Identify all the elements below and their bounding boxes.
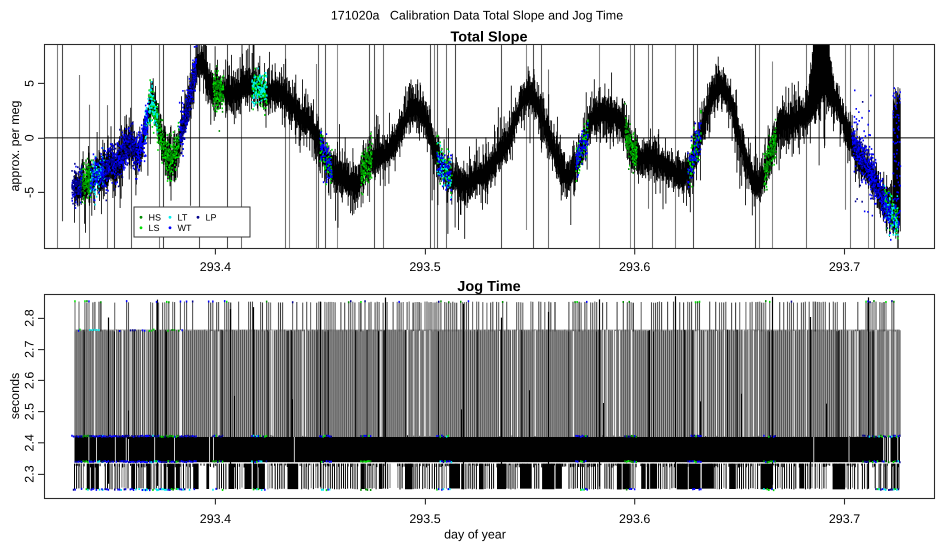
svg-text:293.6: 293.6 xyxy=(619,260,650,274)
svg-text:day of year: day of year xyxy=(444,527,506,541)
svg-text:293.5: 293.5 xyxy=(409,512,440,526)
svg-text:2.3: 2.3 xyxy=(23,465,37,482)
svg-text:LS: LS xyxy=(149,223,160,233)
svg-text:HS: HS xyxy=(149,213,162,223)
svg-text:-5: -5 xyxy=(23,187,37,198)
svg-text:293.4: 293.4 xyxy=(200,512,231,526)
svg-text:LT: LT xyxy=(178,213,188,223)
svg-text:2.4: 2.4 xyxy=(23,434,37,451)
svg-text:293.4: 293.4 xyxy=(200,260,231,274)
svg-text:approx. per meg: approx. per meg xyxy=(8,100,22,191)
svg-text:2.6: 2.6 xyxy=(23,372,37,389)
svg-text:293.6: 293.6 xyxy=(619,512,650,526)
svg-text:seconds: seconds xyxy=(8,373,22,420)
svg-text:LP: LP xyxy=(206,213,217,223)
svg-text:WT: WT xyxy=(178,223,192,233)
svg-text:293.7: 293.7 xyxy=(829,260,860,274)
svg-text:Total Slope: Total Slope xyxy=(450,30,527,46)
svg-text:2.8: 2.8 xyxy=(23,309,37,326)
svg-text:0: 0 xyxy=(23,134,37,141)
svg-text:293.5: 293.5 xyxy=(409,260,440,274)
svg-text:5: 5 xyxy=(23,80,37,87)
svg-text:171020a Calibration Data Tot: 171020a Calibration Data Total Slope and… xyxy=(331,9,623,23)
svg-text:293.7: 293.7 xyxy=(829,512,860,526)
svg-text:Jog Time: Jog Time xyxy=(457,279,520,295)
svg-text:2.5: 2.5 xyxy=(23,403,37,420)
svg-text:2.7: 2.7 xyxy=(23,340,37,357)
